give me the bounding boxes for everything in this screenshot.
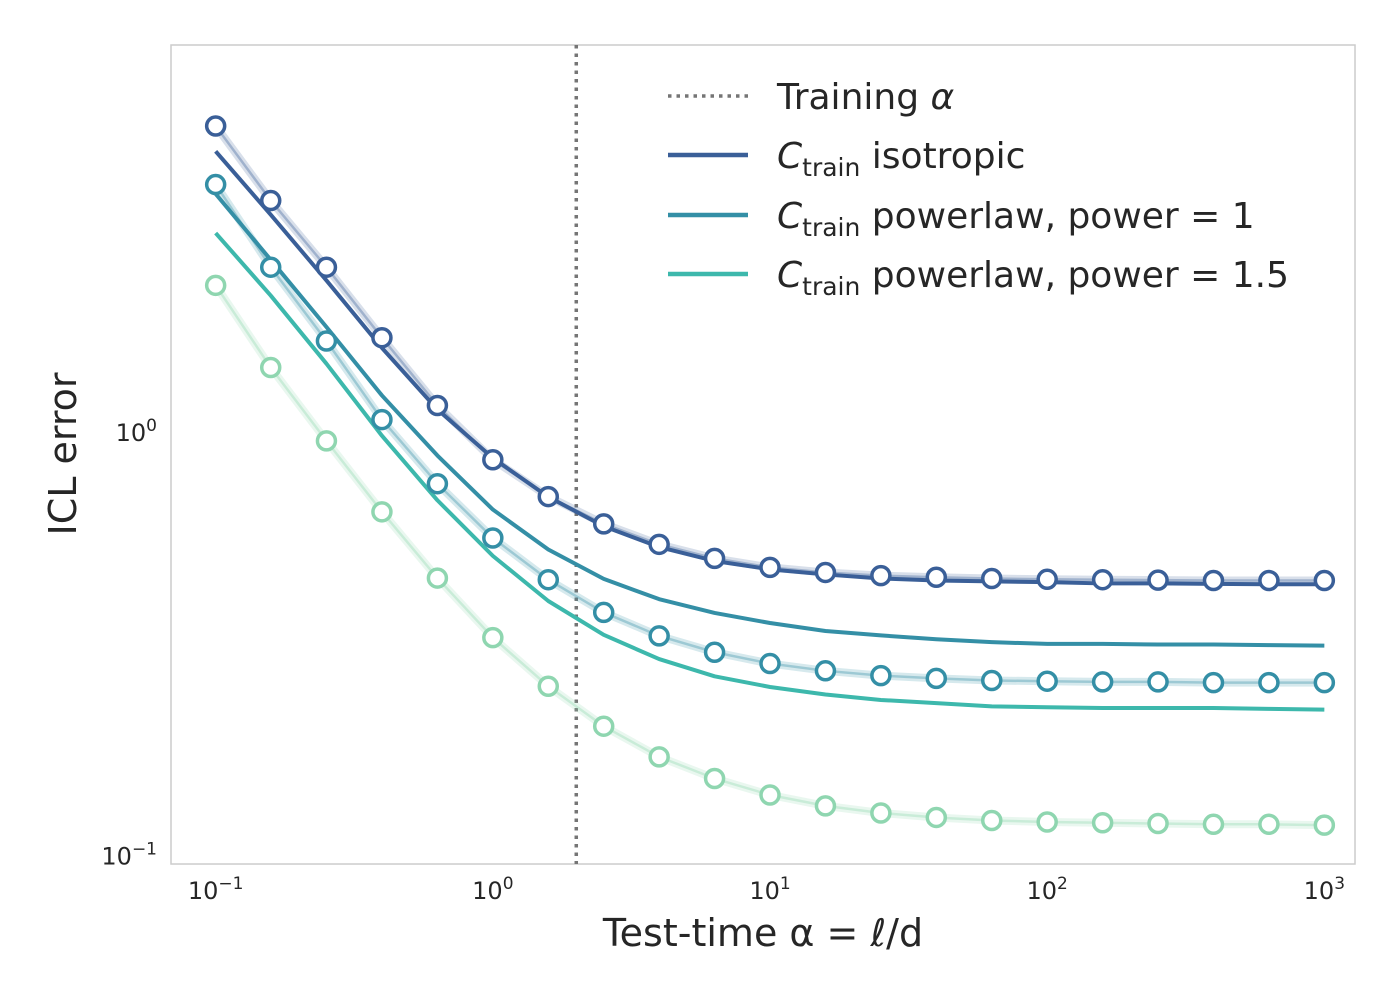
series-1-marker xyxy=(648,533,670,556)
series-1-marker xyxy=(1036,568,1058,591)
x-tick-label: 103 xyxy=(1304,874,1345,905)
series-1-marker xyxy=(315,256,338,278)
series-2-marker xyxy=(482,527,504,549)
series-3-marker xyxy=(648,746,670,768)
x-tick-label: 10−1 xyxy=(188,874,244,905)
series-3-marker xyxy=(204,274,227,297)
series-1-marker xyxy=(703,547,726,570)
series-3-marker xyxy=(426,567,449,589)
series-2-marker xyxy=(204,173,227,196)
series-2-marker xyxy=(1091,671,1114,693)
series-3-theory-line xyxy=(214,231,1325,712)
series-1-marker xyxy=(259,189,282,212)
series-1-marker xyxy=(1147,569,1169,591)
series-3-marker xyxy=(1147,812,1169,835)
series-3-marker xyxy=(1313,814,1336,836)
series-1-marker xyxy=(1313,569,1336,592)
series-1-marker xyxy=(870,564,892,587)
legend-label: Training α xyxy=(776,77,955,118)
series-2-marker xyxy=(870,664,892,687)
series-3-marker xyxy=(925,806,948,829)
series-2-marker xyxy=(759,652,781,675)
legend-label: Ctrain powerlaw, power = 1 xyxy=(777,196,1255,242)
x-tick-label: 102 xyxy=(1026,874,1067,905)
y-ticks: 10−1 100 xyxy=(101,416,157,871)
x-tick-label: 101 xyxy=(749,874,790,905)
series-3-marker xyxy=(482,626,504,649)
series-2-marker xyxy=(648,625,670,647)
plot-area xyxy=(170,44,1356,865)
y-tick-label: 10−1 xyxy=(101,840,157,871)
series-2-marker xyxy=(371,408,393,431)
series-3-marker xyxy=(259,356,282,379)
series-2-marker xyxy=(1147,671,1169,693)
series-1-marker xyxy=(814,561,837,584)
x-axis-label: Test-time α = ℓ/d xyxy=(602,911,923,955)
series-1-marker xyxy=(981,567,1003,590)
series-2-markers xyxy=(204,173,1336,694)
series-3-marker xyxy=(1258,813,1280,836)
series-2-theory-line xyxy=(214,192,1325,648)
series-2-marker xyxy=(1036,670,1058,692)
series-2-marker xyxy=(259,256,282,278)
series-2-marker xyxy=(1202,671,1225,694)
legend: Training α Ctrain isotropic Ctrain powerla… xyxy=(668,77,1289,301)
series-3-marker xyxy=(371,501,393,523)
series-layer xyxy=(204,115,1336,836)
series-2-marker xyxy=(925,667,948,690)
series-2-marker xyxy=(315,330,338,352)
series-2-marker xyxy=(592,601,615,624)
series-3-marker xyxy=(870,802,892,824)
series-3-markers xyxy=(204,274,1336,836)
series-3-marker xyxy=(1091,812,1114,834)
series-1-marker xyxy=(482,449,504,471)
series-2-marker xyxy=(981,669,1003,692)
series-2-marker xyxy=(426,472,449,495)
legend-item-4: Ctrain powerlaw, power = 1.5 xyxy=(668,255,1289,301)
x-tick-label: 100 xyxy=(472,874,513,905)
series-1-markers xyxy=(204,115,1336,592)
series-1-marker xyxy=(371,326,393,349)
series-1-marker xyxy=(426,394,449,417)
series-3-marker xyxy=(592,715,615,737)
series-1-marker xyxy=(204,115,227,137)
series-2-marker xyxy=(1258,671,1280,694)
y-tick-label: 100 xyxy=(116,416,157,447)
series-2-marker xyxy=(1313,671,1336,694)
legend-label: Ctrain powerlaw, power = 1.5 xyxy=(777,255,1289,301)
series-2-marker xyxy=(814,660,837,682)
series-3-marker xyxy=(703,767,726,790)
series-1-marker xyxy=(1091,568,1114,591)
x-ticks: 10−1 100 101 102 103 xyxy=(188,874,1345,905)
series-1-marker xyxy=(759,556,781,579)
series-3-marker xyxy=(537,675,560,698)
y-axis-label: ICL error xyxy=(41,372,85,535)
series-1-marker xyxy=(537,485,560,508)
series-1-marker xyxy=(1258,569,1280,592)
series-3-marker xyxy=(981,809,1003,832)
series-1-marker xyxy=(592,513,615,535)
legend-item-2: Ctrain isotropic xyxy=(668,136,1025,182)
series-2-marker xyxy=(537,568,560,591)
series-3-marker xyxy=(1036,811,1058,833)
series-1-marker xyxy=(1202,569,1225,592)
series-3-marker xyxy=(759,784,781,806)
series-1-marker xyxy=(925,566,948,589)
legend-item-3: Ctrain powerlaw, power = 1 xyxy=(668,196,1255,242)
legend-item-1: Training α xyxy=(668,77,955,118)
series-3-marker xyxy=(814,795,837,817)
legend-label: Ctrain isotropic xyxy=(777,136,1025,182)
series-2-marker xyxy=(703,641,726,663)
series-3-marker xyxy=(315,430,338,452)
series-3-marker xyxy=(1202,813,1225,836)
